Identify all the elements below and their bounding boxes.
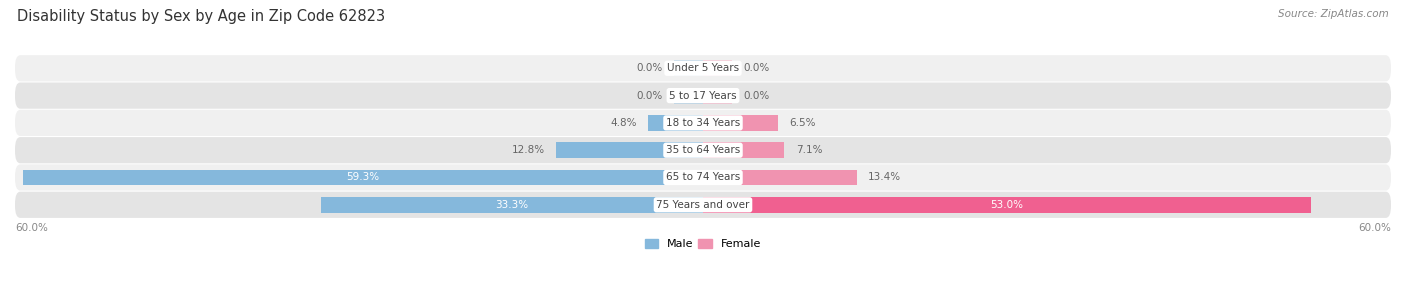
Text: 33.3%: 33.3%: [495, 200, 529, 210]
Text: 0.0%: 0.0%: [637, 63, 662, 73]
Bar: [22, 170, 703, 185]
Text: 4.8%: 4.8%: [610, 118, 637, 128]
Text: 65 to 74 Years: 65 to 74 Years: [666, 173, 740, 182]
Text: Source: ZipAtlas.com: Source: ZipAtlas.com: [1278, 9, 1389, 19]
Bar: [703, 60, 731, 76]
Text: 75 Years and over: 75 Years and over: [657, 200, 749, 210]
Bar: [675, 88, 703, 103]
Legend: Male, Female: Male, Female: [641, 235, 765, 254]
FancyBboxPatch shape: [15, 137, 1391, 163]
Bar: [557, 142, 703, 158]
Text: 53.0%: 53.0%: [990, 200, 1024, 210]
Text: 60.0%: 60.0%: [15, 223, 48, 232]
Bar: [703, 115, 778, 131]
Text: 18 to 34 Years: 18 to 34 Years: [666, 118, 740, 128]
Bar: [703, 88, 731, 103]
Text: 6.5%: 6.5%: [789, 118, 815, 128]
FancyBboxPatch shape: [15, 164, 1391, 191]
Text: 59.3%: 59.3%: [346, 173, 380, 182]
Text: 0.0%: 0.0%: [744, 63, 769, 73]
Text: 0.0%: 0.0%: [637, 91, 662, 101]
Text: 0.0%: 0.0%: [744, 91, 769, 101]
FancyBboxPatch shape: [15, 82, 1391, 109]
Text: 5 to 17 Years: 5 to 17 Years: [669, 91, 737, 101]
Bar: [648, 115, 703, 131]
Text: 12.8%: 12.8%: [512, 145, 544, 155]
Text: 60.0%: 60.0%: [1358, 223, 1391, 232]
Bar: [675, 60, 703, 76]
FancyBboxPatch shape: [15, 55, 1391, 81]
Text: 7.1%: 7.1%: [796, 145, 823, 155]
Bar: [703, 142, 785, 158]
Text: Under 5 Years: Under 5 Years: [666, 63, 740, 73]
Text: 35 to 64 Years: 35 to 64 Years: [666, 145, 740, 155]
Bar: [703, 197, 1310, 213]
Text: 13.4%: 13.4%: [868, 173, 901, 182]
Text: Disability Status by Sex by Age in Zip Code 62823: Disability Status by Sex by Age in Zip C…: [17, 9, 385, 24]
FancyBboxPatch shape: [15, 110, 1391, 136]
FancyBboxPatch shape: [15, 192, 1391, 218]
Bar: [703, 170, 856, 185]
Bar: [321, 197, 703, 213]
